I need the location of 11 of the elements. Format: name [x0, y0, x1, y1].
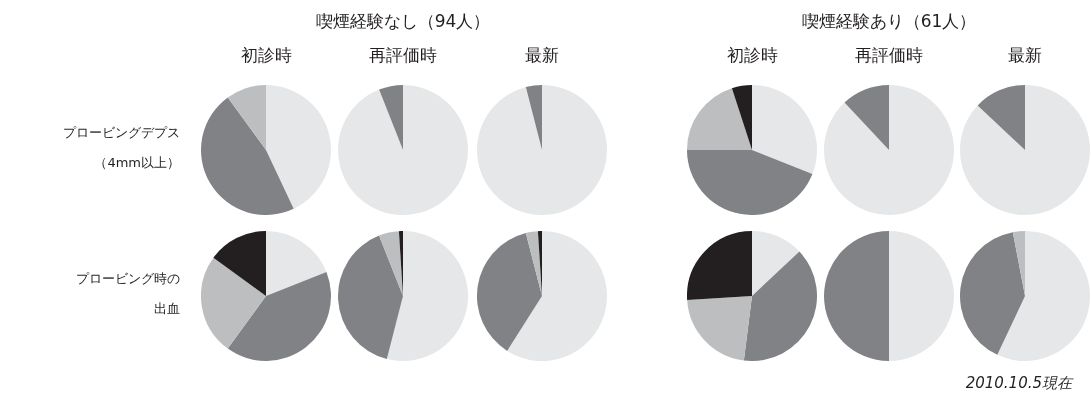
text: プロービングデプス（4mm以上） — [62, 124, 180, 172]
chart-title: 初診時 — [239, 44, 293, 67]
text: 喫煙経験なし（94人） — [314, 10, 492, 33]
text: 喫煙経験あり（61人） — [800, 10, 978, 33]
chart-title: 再評価時 — [368, 44, 438, 67]
chart-title: 最新 — [1007, 44, 1043, 67]
chart-title: 最新 — [524, 44, 560, 67]
chart-title: 再評価時 — [854, 44, 924, 67]
chart-title: 初診時 — [725, 44, 779, 67]
text: プロービング時の出血 — [75, 270, 180, 318]
text: 2010.10.5現在 — [964, 374, 1072, 393]
